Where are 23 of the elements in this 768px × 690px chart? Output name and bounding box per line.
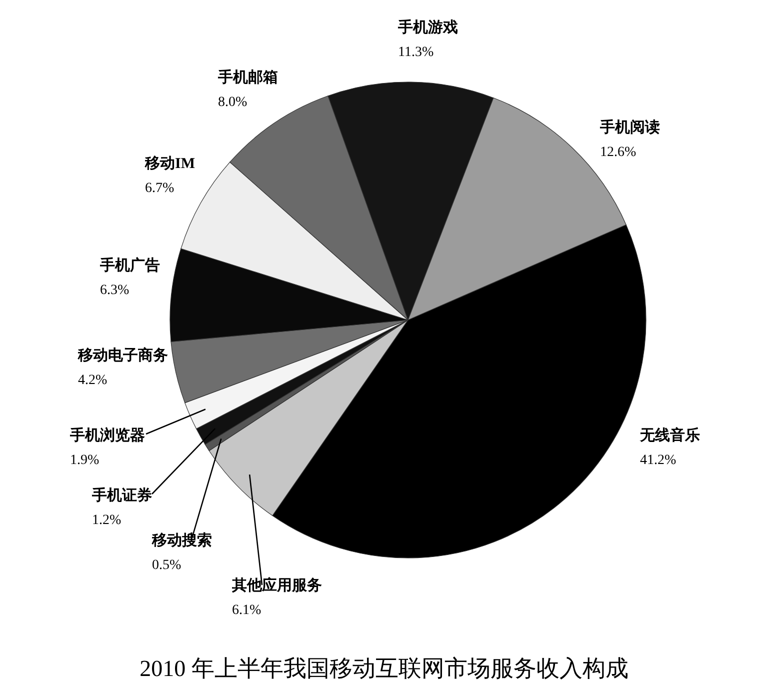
data-label: 0.5%: [152, 558, 182, 573]
slice-label: 手机证券: [91, 487, 152, 504]
data-label: 4.2%: [78, 373, 108, 388]
slice-label: 移动搜索: [151, 532, 212, 549]
slice-label: 移动IM: [144, 155, 195, 172]
slice-label: 移动电子商务: [77, 346, 168, 364]
data-label: 8.0%: [218, 95, 248, 110]
data-label: 41.2%: [640, 453, 676, 468]
data-label: 1.2%: [92, 513, 122, 528]
slice-label: 其他应用服务: [231, 576, 322, 594]
slice-label: 手机浏览器: [69, 427, 145, 444]
data-label: 11.3%: [398, 45, 434, 60]
data-label: 6.1%: [232, 603, 262, 618]
data-label: 1.9%: [70, 453, 100, 468]
slice-label: 手机游戏: [397, 19, 458, 36]
slice-label: 手机阅读: [599, 119, 660, 136]
text: 2010 年上半年我国移动互联网市场服务收入构成: [140, 656, 628, 681]
data-label: 6.7%: [145, 181, 174, 196]
slice-label: 手机邮箱: [217, 69, 278, 86]
slice-label: 无线音乐: [639, 426, 700, 444]
slice-label: 手机广告: [99, 256, 160, 274]
data-label: 6.3%: [100, 283, 130, 298]
data-label: 12.6%: [600, 145, 636, 160]
